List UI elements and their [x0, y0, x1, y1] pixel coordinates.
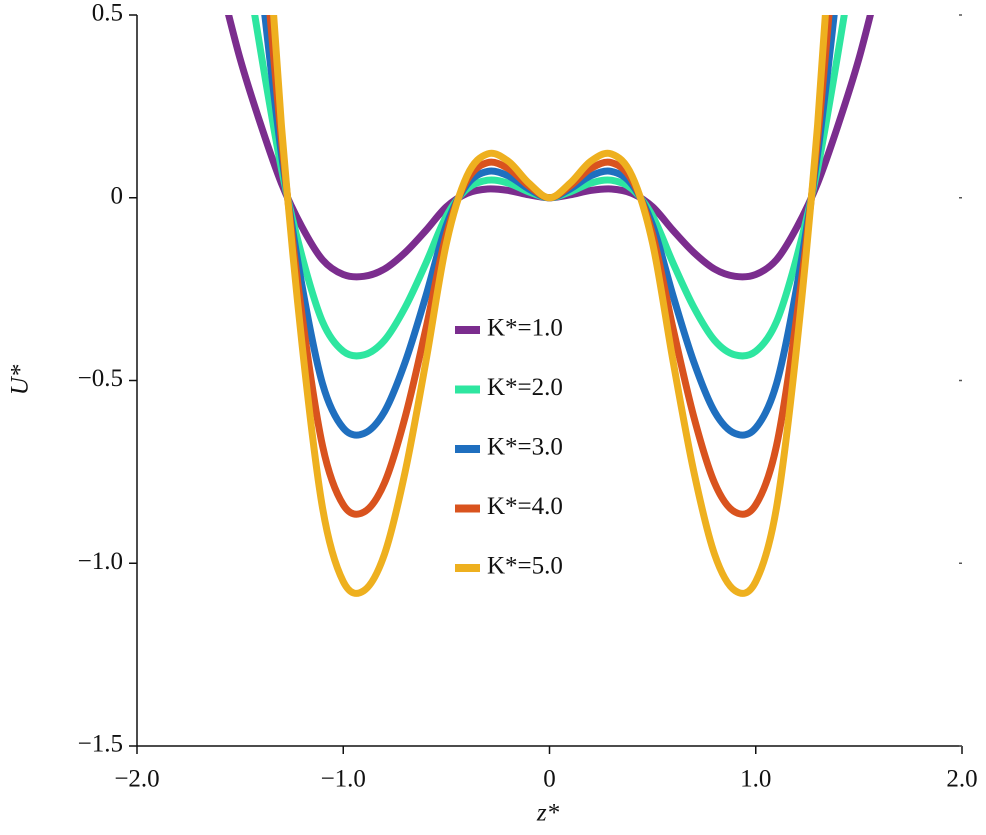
series-line [261, 15, 838, 439]
legend-label: K*=2.0 [487, 374, 563, 401]
x-tick-label: −1.0 [321, 766, 366, 793]
y-tick-label: −0.5 [78, 365, 123, 392]
y-axis-label: U* [7, 364, 34, 395]
legend-label: K*=4.0 [487, 493, 563, 520]
series-line [251, 15, 848, 360]
x-tick-label: 0 [543, 766, 556, 793]
series-line [269, 15, 830, 597]
y-tick-label: −1.5 [78, 731, 123, 758]
series-line [225, 15, 874, 281]
y-tick-label: 0.5 [92, 0, 123, 27]
y-tick-label: 0 [111, 182, 124, 209]
y-tick-label: −1.0 [78, 548, 123, 575]
plot-area [225, 15, 874, 597]
x-tick-label: 1.0 [740, 766, 771, 793]
x-tick-label: −2.0 [114, 766, 159, 793]
x-axis-label: z* [536, 800, 560, 827]
legend-label: K*=5.0 [487, 553, 563, 580]
legend-label: K*=3.0 [487, 434, 563, 461]
x-tick-label: 2.0 [946, 766, 977, 793]
legend-label: K*=1.0 [487, 315, 563, 342]
